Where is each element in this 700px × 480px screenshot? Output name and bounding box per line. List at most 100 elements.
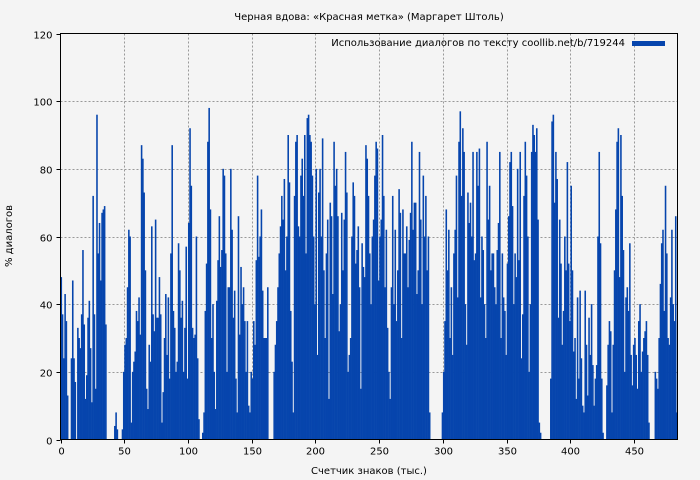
bar <box>581 405 584 440</box>
bar <box>156 317 158 440</box>
bar <box>223 175 226 440</box>
bar <box>483 304 486 440</box>
y-tick-label: 80 <box>40 166 53 177</box>
bar <box>289 310 292 440</box>
bar <box>323 270 325 440</box>
x-tick-label: 0 <box>58 447 64 458</box>
bar <box>333 141 335 440</box>
x-tick-label: 350 <box>498 447 517 458</box>
bar <box>340 212 343 440</box>
bar <box>462 128 464 440</box>
bar <box>295 141 297 440</box>
legend: Использование диалогов по тексту coollib… <box>331 38 665 49</box>
bar <box>606 385 608 440</box>
bar <box>627 310 630 440</box>
bar <box>398 189 400 440</box>
bar <box>362 266 365 440</box>
bar <box>372 219 375 440</box>
bar <box>130 422 133 440</box>
bar <box>180 317 182 440</box>
bar <box>328 398 330 440</box>
bar <box>116 429 119 440</box>
bar <box>61 314 64 440</box>
bar <box>247 405 250 440</box>
bar <box>286 236 288 440</box>
bar <box>602 432 604 440</box>
bar <box>662 229 664 440</box>
bar <box>230 168 232 440</box>
bar <box>404 253 407 440</box>
bar <box>481 236 483 440</box>
bar <box>519 151 522 440</box>
bar <box>312 236 315 440</box>
bar <box>575 398 578 440</box>
bar <box>161 422 163 440</box>
bar <box>487 219 490 440</box>
bar <box>265 338 268 440</box>
bar <box>292 412 295 440</box>
bar <box>441 412 444 440</box>
x-tick-label: 150 <box>243 447 262 458</box>
y-axis-label: % диалогов <box>4 205 15 267</box>
bar <box>529 304 532 440</box>
bar <box>456 297 459 440</box>
bar <box>501 253 504 440</box>
bar <box>622 250 625 440</box>
bar <box>181 300 184 440</box>
bar <box>516 168 519 440</box>
bar <box>212 304 214 440</box>
bar <box>194 334 196 440</box>
bar <box>580 358 583 440</box>
bar <box>500 338 502 440</box>
bar <box>609 331 612 440</box>
bar <box>594 378 597 440</box>
bar <box>242 287 245 440</box>
bar <box>556 178 558 440</box>
bar <box>459 111 462 440</box>
bar <box>70 358 73 440</box>
bar <box>85 375 88 440</box>
bar <box>100 280 102 440</box>
bar <box>319 168 321 440</box>
bar <box>252 321 255 440</box>
bar <box>249 412 251 440</box>
bar <box>506 263 509 440</box>
bar <box>572 351 575 440</box>
bar <box>303 135 306 440</box>
bar <box>408 239 411 440</box>
bar <box>171 145 173 440</box>
bar <box>97 253 100 440</box>
bar <box>390 287 393 440</box>
bar <box>227 287 230 440</box>
bar <box>134 351 137 440</box>
bar <box>256 175 259 440</box>
bar <box>482 250 485 440</box>
bar <box>593 405 595 440</box>
bar <box>470 236 473 440</box>
bar <box>124 344 126 440</box>
bar <box>193 338 195 440</box>
bar <box>148 344 151 440</box>
bar <box>283 178 286 440</box>
bar <box>625 297 627 440</box>
bar <box>636 388 639 440</box>
bar <box>83 324 86 440</box>
bar <box>208 107 210 440</box>
bar <box>539 432 542 440</box>
bar <box>574 338 576 440</box>
bar <box>198 419 200 440</box>
bar <box>209 209 212 440</box>
bar <box>637 321 640 440</box>
bar <box>611 412 613 440</box>
bar <box>302 195 305 440</box>
bar <box>259 236 261 440</box>
bar <box>409 212 412 440</box>
bar <box>418 151 421 440</box>
bar <box>524 141 527 440</box>
y-tick-label: 100 <box>33 98 52 109</box>
bar <box>488 185 491 440</box>
bar <box>674 216 677 440</box>
bar <box>151 226 153 440</box>
y-tick-label: 60 <box>40 234 53 245</box>
bar <box>426 270 428 440</box>
